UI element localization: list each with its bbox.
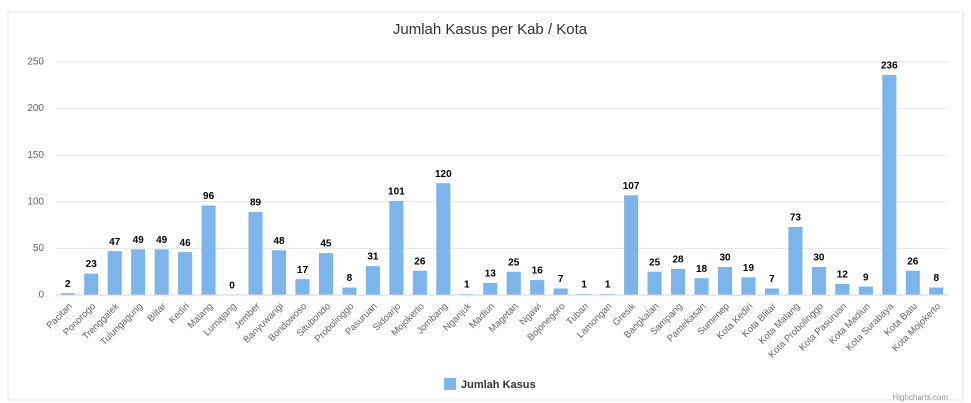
data-label: 8	[933, 273, 939, 284]
data-label: 8	[347, 273, 353, 284]
bar	[84, 273, 99, 295]
data-label: 96	[203, 191, 215, 202]
bar	[624, 195, 639, 295]
bar	[107, 251, 122, 295]
bar	[506, 271, 521, 295]
bar	[178, 252, 193, 295]
bar	[858, 286, 873, 295]
legend-swatch	[444, 378, 456, 390]
y-tick-label: 150	[27, 150, 44, 161]
y-tick-label: 200	[27, 103, 44, 114]
data-label: 9	[863, 272, 869, 283]
bar	[788, 226, 803, 295]
data-label: 25	[649, 257, 661, 268]
data-label: 12	[837, 269, 849, 280]
data-label: 16	[532, 266, 544, 277]
data-label: 25	[508, 257, 520, 268]
bar	[365, 266, 380, 295]
bar	[671, 268, 686, 295]
bar	[647, 271, 662, 295]
data-label: 47	[109, 237, 121, 248]
bar	[295, 279, 310, 295]
y-tick-label: 0	[38, 290, 44, 301]
data-label: 49	[156, 235, 168, 246]
bar	[389, 200, 404, 295]
bar	[436, 183, 451, 295]
bar	[929, 287, 944, 295]
data-label: 2	[65, 279, 71, 290]
bar	[342, 287, 357, 295]
chart-title: Jumlah Kasus per Kab / Kota	[393, 21, 588, 38]
bar	[60, 293, 75, 295]
data-label: 101	[388, 187, 405, 198]
data-label: 120	[435, 169, 452, 180]
data-label: 73	[790, 213, 802, 224]
bar	[131, 249, 146, 295]
bar	[271, 250, 287, 295]
data-label: 1	[605, 280, 611, 291]
bar	[154, 249, 169, 295]
bar	[412, 270, 427, 295]
data-label: 17	[297, 265, 309, 276]
data-label: 13	[485, 269, 497, 280]
bar	[764, 288, 779, 295]
data-label: 23	[86, 259, 98, 270]
bar	[835, 283, 850, 295]
y-tick-label: 50	[33, 243, 45, 254]
bar	[201, 205, 216, 295]
data-label: 7	[769, 274, 775, 285]
data-label: 49	[133, 235, 145, 246]
data-label: 19	[743, 263, 755, 274]
bar	[530, 280, 545, 295]
data-label: 0	[229, 281, 235, 292]
y-tick-label: 100	[27, 196, 44, 207]
bar	[811, 267, 826, 295]
bar	[553, 288, 568, 295]
bar	[717, 267, 733, 295]
bar	[483, 282, 498, 295]
data-label: 107	[623, 181, 640, 192]
data-label: 48	[273, 236, 285, 247]
y-tick-label: 250	[27, 57, 44, 68]
bar	[248, 212, 263, 295]
data-label: 26	[907, 256, 919, 267]
data-label: 7	[558, 274, 564, 285]
data-label: 89	[250, 198, 262, 209]
bar	[694, 278, 709, 295]
data-label: 1	[581, 280, 587, 291]
data-label: 1	[464, 280, 470, 291]
chart-frame	[7, 11, 964, 401]
bar	[882, 75, 897, 295]
data-label: 28	[672, 255, 684, 266]
data-label: 30	[813, 253, 825, 264]
data-label: 30	[719, 253, 731, 264]
credits: Highcharts.com	[892, 393, 948, 402]
legend-label: Jumlah Kasus	[461, 379, 536, 391]
data-label: 46	[180, 238, 192, 249]
data-label: 31	[367, 252, 379, 263]
bar	[741, 277, 756, 295]
data-label: 236	[881, 61, 898, 72]
data-label: 26	[414, 256, 426, 267]
data-label: 45	[320, 239, 332, 250]
bar	[318, 253, 333, 295]
bar	[905, 270, 920, 295]
data-label: 18	[696, 264, 708, 275]
